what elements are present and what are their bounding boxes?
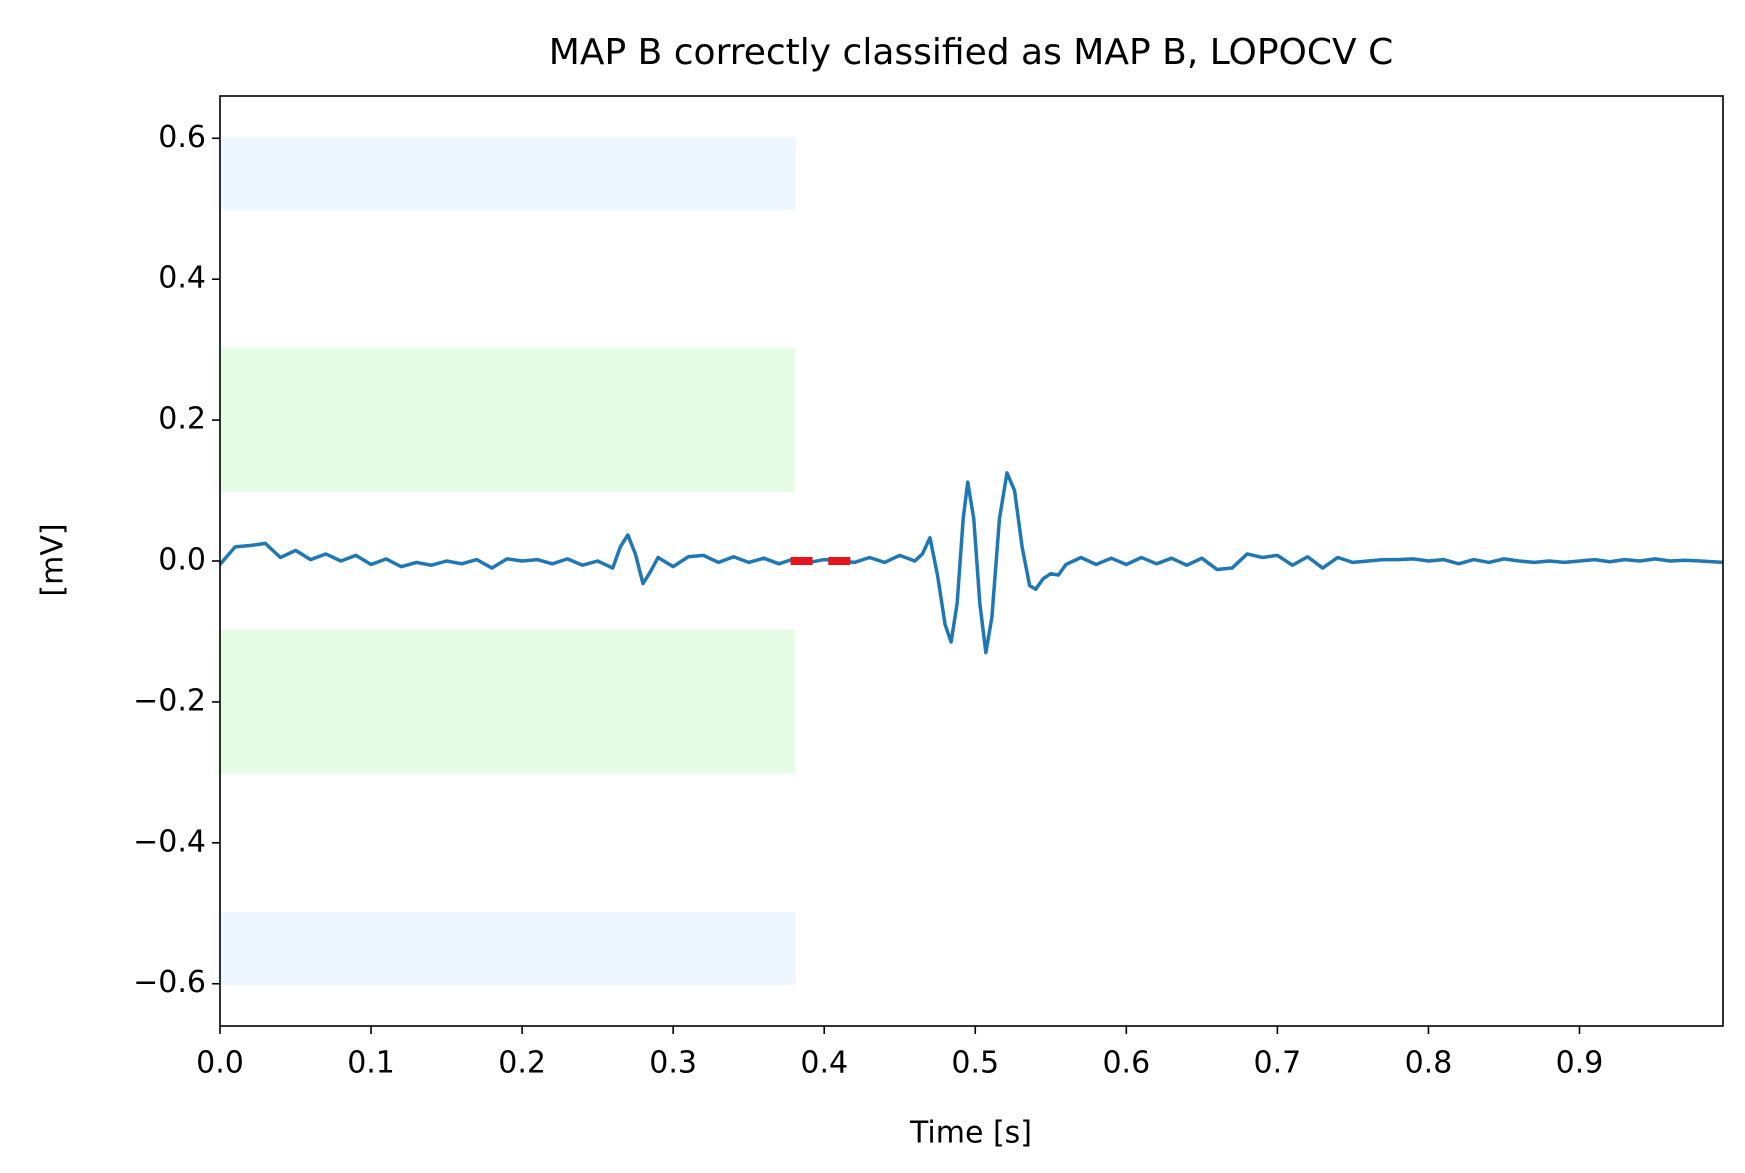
- y-tick-label: 0.2: [158, 402, 206, 437]
- band: [218, 629, 796, 774]
- band: [218, 348, 796, 493]
- x-tick-label: 0.9: [1556, 1046, 1604, 1081]
- x-tick-label: 0.2: [498, 1046, 546, 1081]
- band: [218, 911, 796, 986]
- y-tick-label: 0.4: [158, 261, 206, 296]
- y-tick-label: 0.0: [158, 543, 206, 578]
- y-tick-label: −0.4: [133, 824, 206, 859]
- x-axis-label: Time [s]: [909, 1116, 1032, 1151]
- x-tick-label: 0.6: [1102, 1046, 1150, 1081]
- chart-title: MAP B correctly classified as MAP B, LOP…: [549, 32, 1393, 73]
- x-tick-label: 0.7: [1254, 1046, 1302, 1081]
- x-tick-label: 0.3: [649, 1046, 697, 1081]
- x-tick-label: 0.5: [951, 1046, 999, 1081]
- x-tick-label: 0.0: [196, 1046, 244, 1081]
- signal-line: [218, 471, 1724, 655]
- x-tick-label: 0.4: [800, 1046, 848, 1081]
- y-tick-label: −0.2: [133, 683, 206, 718]
- y-axis-label: [mV]: [36, 523, 71, 596]
- x-tick-label: 0.1: [347, 1046, 395, 1081]
- band: [218, 136, 796, 211]
- x-tick-label: 0.8: [1405, 1046, 1453, 1081]
- y-tick-label: −0.6: [133, 965, 206, 1000]
- y-tick-label: 0.6: [158, 120, 206, 155]
